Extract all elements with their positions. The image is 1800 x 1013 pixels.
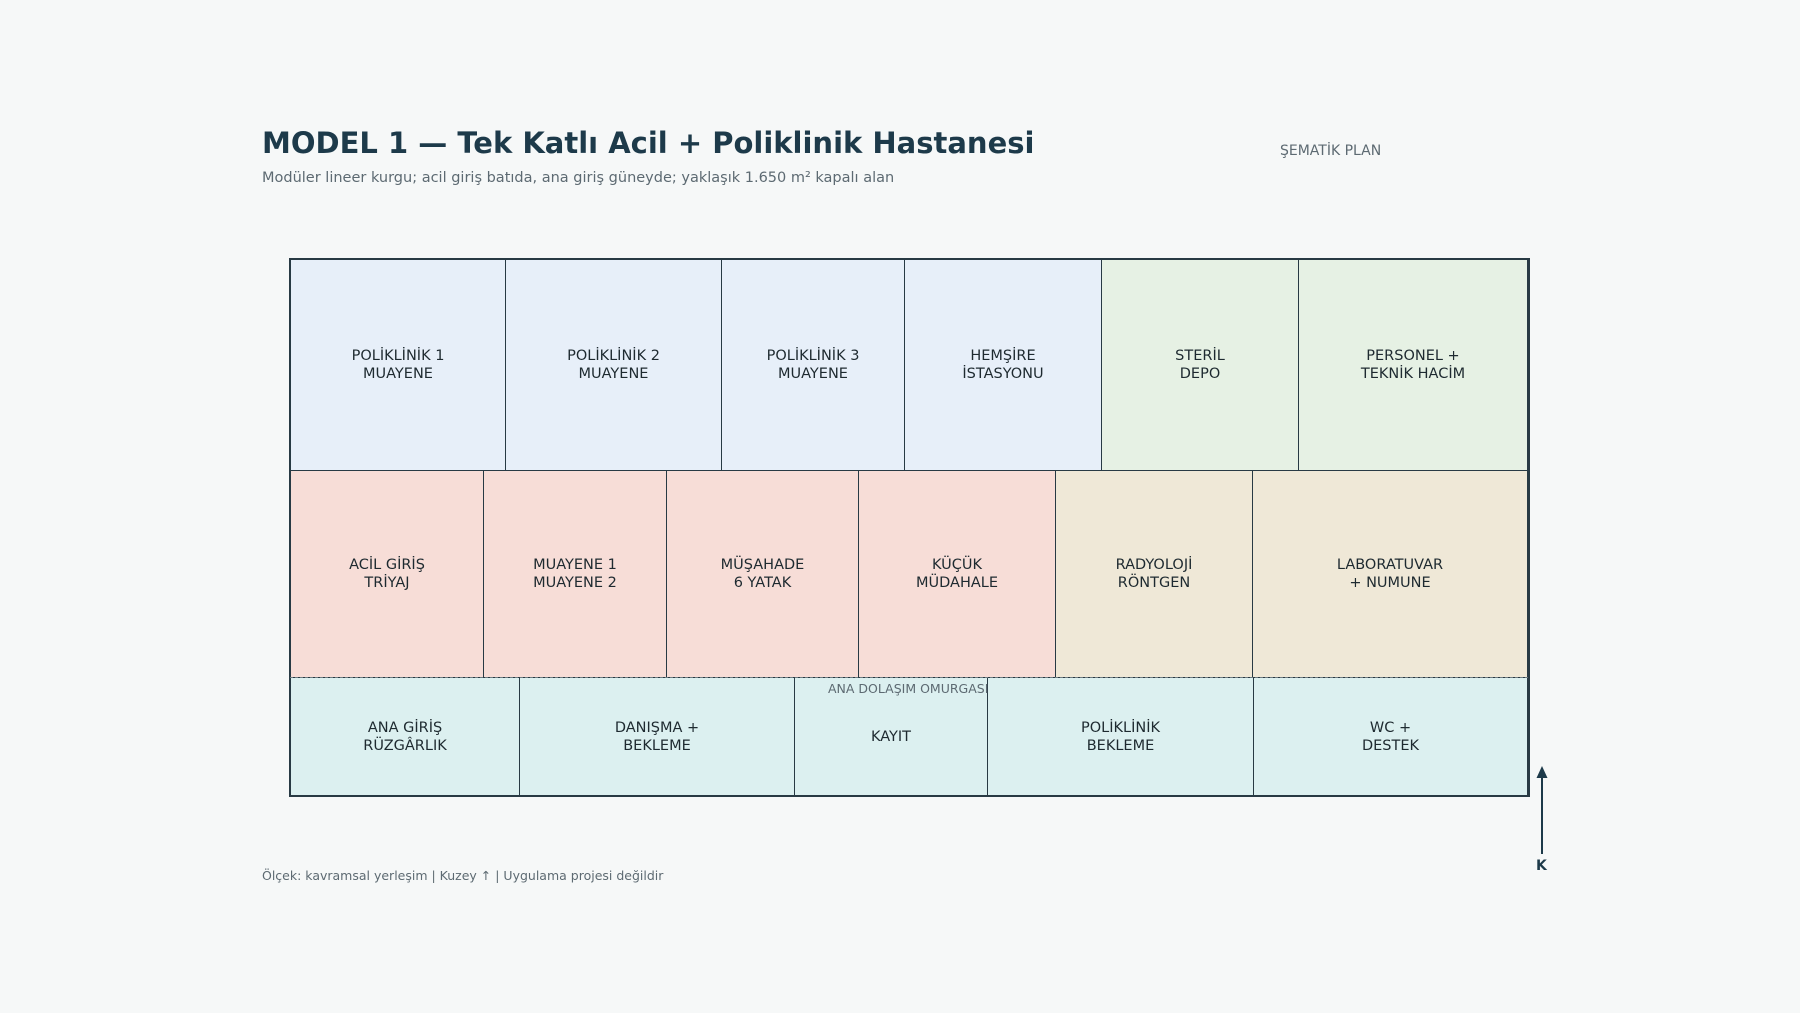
circulation-spine-label: ANA DOLAŞIM OMURGASI (828, 681, 989, 696)
page-subtitle: Modüler lineer kurgu; acil giriş batıda,… (262, 170, 895, 186)
room-label: MÜŞAHADE 6 YATAK (720, 557, 805, 591)
room-wc-destek: WC + DESTEK (1253, 677, 1528, 796)
page-title: MODEL 1 — Tek Katlı Acil + Poliklinik Ha… (262, 126, 1035, 160)
room-label: ACİL GİRİŞ TRİYAJ (349, 557, 425, 591)
footer-note: Ölçek: kavramsal yerleşim | Kuzey ↑ | Uy… (262, 868, 664, 883)
room-steril-depo: STERİL DEPO (1101, 259, 1299, 471)
room-muayene: MUAYENE 1 MUAYENE 2 (483, 470, 667, 678)
room-label: PERSONEL + TEKNİK HACİM (1360, 348, 1466, 382)
room-musahade: MÜŞAHADE 6 YATAK (666, 470, 859, 678)
room-label: MUAYENE 1 MUAYENE 2 (533, 557, 617, 591)
room-label: POLİKLİNİK 3 MUAYENE (766, 348, 860, 382)
room-label: LABORATUVAR + NUMUNE (1336, 557, 1444, 591)
room-label: POLİKLİNİK BEKLEME (1080, 719, 1160, 754)
room-label: WC + DESTEK (1361, 719, 1420, 754)
room-label: POLİKLİNİK 2 MUAYENE (567, 348, 660, 382)
room-personel-teknik: PERSONEL + TEKNİK HACİM (1298, 259, 1528, 471)
north-arrow-icon (1536, 766, 1548, 854)
room-kucuk-mudahale: KÜÇÜK MÜDAHALE (858, 470, 1056, 678)
room-label: POLİKLİNİK 1 MUAYENE (351, 348, 445, 382)
room-poliklinik-bekleme: POLİKLİNİK BEKLEME (987, 677, 1254, 796)
room-poliklinik-3: POLİKLİNİK 3 MUAYENE (721, 259, 905, 471)
plan-type-tag: ŞEMATİK PLAN (1280, 143, 1382, 159)
room-ana-giris: ANA GİRİŞ RÜZGÂRLIK (290, 677, 520, 796)
room-hemsire-istasyonu: HEMŞİRE İSTASYONU (904, 259, 1102, 471)
circulation-spine-line (290, 677, 1528, 678)
room-label: RADYOLOJİ RÖNTGEN (1115, 557, 1193, 591)
room-radyoloji: RADYOLOJİ RÖNTGEN (1055, 470, 1253, 678)
room-label: KÜÇÜK MÜDAHALE (915, 557, 998, 591)
room-poliklinik-2: POLİKLİNİK 2 MUAYENE (505, 259, 722, 471)
room-poliklinik-1: POLİKLİNİK 1 MUAYENE (290, 259, 506, 471)
room-label: STERİL DEPO (1175, 348, 1225, 382)
room-label: HEMŞİRE İSTASYONU (962, 348, 1044, 382)
room-laboratuvar: LABORATUVAR + NUMUNE (1252, 470, 1528, 678)
room-label: DANIŞMA + BEKLEME (614, 719, 700, 754)
room-label: KAYIT (870, 728, 912, 745)
room-acil-giris-triyaj: ACİL GİRİŞ TRİYAJ (290, 470, 484, 678)
room-danisma-bekleme: DANIŞMA + BEKLEME (519, 677, 795, 796)
north-label: K (1536, 858, 1547, 874)
room-label: ANA GİRİŞ RÜZGÂRLIK (363, 719, 447, 754)
